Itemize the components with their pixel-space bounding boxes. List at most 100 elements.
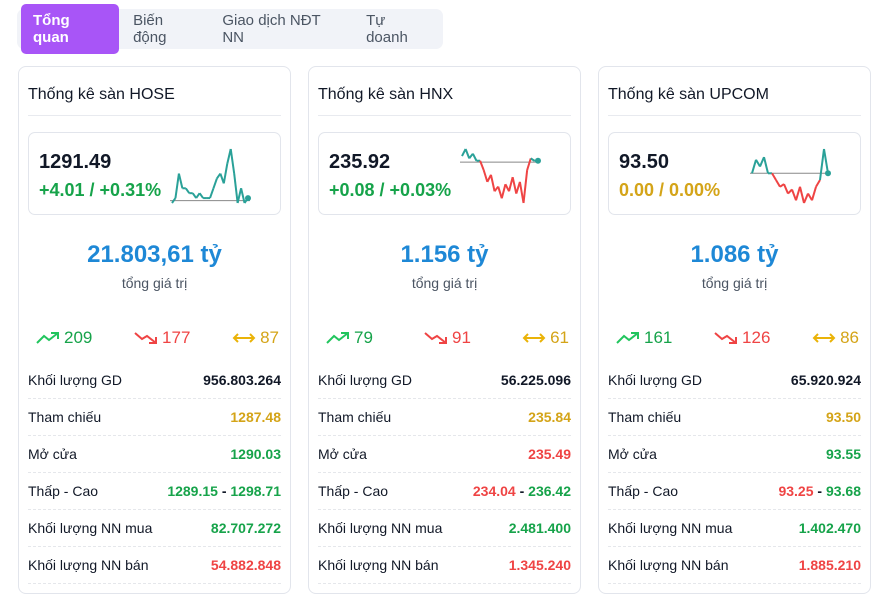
index-value: 93.50 [619, 151, 670, 173]
reference-label: Tham chiếu [608, 409, 682, 425]
reference-label: Tham chiếu [28, 409, 102, 425]
sparkline-segment [526, 158, 532, 171]
index-value: 1291.49 [39, 151, 112, 173]
index-box[interactable]: 93.50 0.00 / 0.00% [608, 132, 861, 215]
low-high-row: Thấp - Cao 1289.15 - 1298.71 [28, 473, 281, 510]
sparkline-last-point [245, 195, 251, 202]
foreign-sell-value: 54.882.848 [210, 557, 281, 573]
high-value: 1298.71 [230, 483, 281, 499]
foreign-sell-row: Khối lượng NN bán 1.885.210 [608, 547, 861, 584]
breadth-counts: 161 126 86 [608, 328, 861, 348]
open-label: Mở cửa [28, 446, 77, 462]
sparkline-segment [799, 186, 805, 204]
separator: - [519, 483, 525, 499]
volume-row: Khối lượng GD 56.225.096 [318, 362, 571, 399]
sparkline-chart [170, 148, 251, 204]
sparkline-segment [522, 170, 529, 204]
arrows-horizontal-icon [812, 333, 836, 343]
sparkline-segment [479, 160, 485, 171]
market-card: Thống kê sàn HNX 235.92 +0.08 / +0.03% 1… [308, 66, 581, 594]
sparkline-segment [185, 187, 191, 194]
low-high-label: Thấp - Cao [28, 483, 99, 499]
tab-proprietary[interactable]: Tự doanh [366, 12, 408, 46]
index-box[interactable]: 1291.49 +4.01 / +0.31% [28, 132, 281, 215]
sparkline-segment [795, 186, 801, 201]
low-value: 234.04 [472, 483, 516, 499]
card-title: Thống kê sàn HOSE [28, 86, 281, 116]
sparkline-chart [460, 148, 541, 204]
trend-up-icon [616, 332, 639, 344]
tab-foreign-trading[interactable]: Giao dịch NĐT NN [222, 12, 321, 46]
total-label: tổng giá trị [121, 275, 188, 291]
tab-movement[interactable]: Biến động [133, 12, 167, 46]
sparkline-segment [174, 173, 180, 199]
index-change: +0.08 / +0.03% [329, 180, 452, 200]
sparkline-segment [771, 172, 777, 181]
volume-label: Khối lượng GD [608, 372, 703, 388]
foreign-buy-label: Khối lượng NN mua [28, 520, 153, 536]
open-value: 1290.03 [230, 446, 281, 462]
reference-row: Tham chiếu 93.50 [608, 399, 861, 436]
sparkline-segment [482, 169, 489, 183]
tab-bar: Tổng quan Biến động Giao dịch NĐT NN Tự … [17, 4, 443, 54]
high-value: 93.68 [825, 483, 861, 499]
sparkline-segment [209, 187, 215, 199]
foreign-buy-value: 82.707.272 [210, 520, 281, 536]
sparkline-chart [750, 148, 831, 204]
sparkline-segment [222, 163, 229, 184]
index-change: +4.01 / +0.31% [39, 180, 162, 200]
index-value: 235.92 [329, 151, 391, 173]
separator: - [221, 483, 227, 499]
foreign-buy-row: Khối lượng NN mua 1.402.470 [608, 510, 861, 547]
foreign-sell-label: Khối lượng NN bán [28, 557, 149, 573]
sparkline-segment [759, 156, 765, 167]
decliners: 126 [714, 328, 770, 348]
sparkline-segment [240, 188, 246, 204]
volume-label: Khối lượng GD [28, 372, 123, 388]
open-row: Mở cửa 93.55 [608, 436, 861, 473]
trend-up-icon [326, 332, 349, 344]
card-title: Thống kê sàn HNX [318, 86, 571, 116]
sparkline-segment [212, 178, 218, 189]
low-high-row: Thấp - Cao 93.25 - 93.68 [608, 473, 861, 510]
sparkline-segment [511, 176, 518, 194]
volume-label: Khối lượng GD [318, 372, 413, 388]
advancers: 209 [36, 328, 92, 348]
low-high-label: Thấp - Cao [318, 483, 389, 499]
sparkline-last-point [825, 170, 831, 177]
foreign-sell-row: Khối lượng NN bán 54.882.848 [28, 547, 281, 584]
total-value: 1.156 tỷ [400, 241, 489, 268]
sparkline-segment [783, 183, 789, 194]
sparkline-segment [233, 173, 239, 204]
foreign-buy-label: Khối lượng NN mua [608, 520, 733, 536]
sparkline-segment [489, 174, 496, 192]
reference-value: 1287.48 [230, 409, 281, 425]
reference-label: Tham chiếu [318, 409, 392, 425]
open-label: Mở cửa [318, 446, 367, 462]
foreign-buy-value: 1.402.470 [798, 520, 861, 536]
total-value: 1.086 tỷ [690, 241, 779, 268]
volume-value: 65.920.924 [790, 372, 861, 388]
market-card: Thống kê sàn UPCOM 93.50 0.00 / 0.00% 1.… [598, 66, 871, 594]
volume-value: 956.803.264 [203, 372, 281, 388]
sparkline-segment [236, 188, 243, 204]
total-label: tổng giá trị [411, 275, 478, 291]
foreign-buy-row: Khối lượng NN mua 82.707.272 [28, 510, 281, 547]
foreign-buy-label: Khối lượng NN mua [318, 520, 443, 536]
decliners: 91 [424, 328, 471, 348]
foreign-buy-row: Khối lượng NN mua 2.481.400 [318, 510, 571, 547]
sparkline-segment [763, 156, 769, 174]
index-box[interactable]: 235.92 +0.08 / +0.03% [318, 132, 571, 215]
foreign-buy-value: 2.481.400 [508, 520, 571, 536]
tab-overview[interactable]: Tổng quan [21, 4, 120, 54]
open-label: Mở cửa [608, 446, 657, 462]
open-value: 93.55 [825, 446, 861, 462]
high-value: 236.42 [528, 483, 571, 499]
sparkline-segment [497, 186, 503, 199]
decliners: 177 [134, 328, 190, 348]
sparkline-segment [819, 148, 825, 181]
sparkline-segment [177, 173, 184, 189]
low-high-label: Thấp - Cao [608, 483, 679, 499]
trend-down-icon [424, 332, 448, 344]
sparkline-segment [471, 153, 478, 162]
